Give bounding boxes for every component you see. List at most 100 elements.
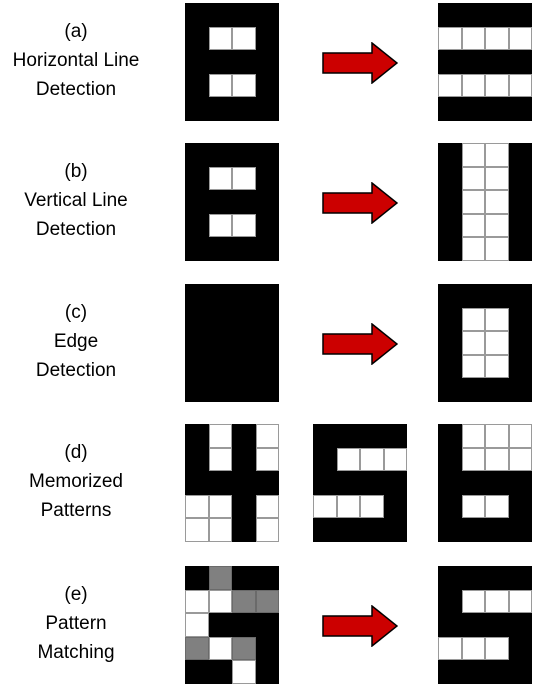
- pixel-cell: [508, 190, 532, 214]
- pixel-cell: [438, 447, 462, 471]
- right-arrow-icon: [322, 182, 398, 224]
- row-label-line: Horizontal Line: [12, 50, 140, 71]
- pixel-cell: [208, 660, 232, 684]
- pixel-cell: [461, 73, 485, 97]
- right-arrow-icon: [322, 605, 398, 647]
- pixel-cell: [255, 518, 279, 542]
- row-label-line: Detection: [35, 360, 117, 381]
- pixel-cell: [461, 589, 485, 613]
- pixel-cell: [208, 307, 232, 331]
- pixel-cell: [185, 213, 209, 237]
- pixel-grid: [185, 566, 279, 684]
- pixel-cell: [313, 424, 337, 448]
- pixel-cell: [185, 494, 209, 518]
- pixel-cell: [508, 424, 532, 448]
- row-label-line: (a): [64, 21, 88, 42]
- pixel-cell: [208, 26, 232, 50]
- arrow-shape: [322, 42, 398, 84]
- pixel-cell: [508, 447, 532, 471]
- pixel-cell: [383, 518, 407, 542]
- pixel-cell: [208, 471, 232, 495]
- pixel-cell: [255, 166, 279, 190]
- pixel-cell: [208, 143, 232, 167]
- pixel-grid: [438, 284, 532, 402]
- pixel-cell: [383, 424, 407, 448]
- pixel-cell: [485, 471, 509, 495]
- pixel-cell: [438, 237, 462, 261]
- pixel-cell: [438, 3, 462, 27]
- pixel-grid: [185, 424, 279, 542]
- pixel-cell: [508, 3, 532, 27]
- row-label-line: (d): [64, 442, 88, 463]
- pixel-cell: [255, 566, 279, 590]
- pixel-cell: [232, 213, 256, 237]
- pixel-cell: [485, 354, 509, 378]
- row-label: (c) Edge Detection: [0, 298, 152, 385]
- pixel-cell: [461, 3, 485, 27]
- pixel-cell: [185, 424, 209, 448]
- pixel-cell: [255, 213, 279, 237]
- pixel-grid: [438, 424, 532, 542]
- pixel-cell: [461, 566, 485, 590]
- pixel-cell: [185, 636, 209, 660]
- pixel-cell: [360, 494, 384, 518]
- pixel-cell: [185, 589, 209, 613]
- pixel-cell: [232, 190, 256, 214]
- pixel-cell: [485, 518, 509, 542]
- pixel-cell: [255, 190, 279, 214]
- row-label: (a) Horizontal Line Detection: [0, 17, 152, 104]
- pixel-cell: [438, 378, 462, 402]
- pixel-cell: [485, 166, 509, 190]
- pixel-cell: [336, 424, 360, 448]
- pixel-cell: [461, 447, 485, 471]
- pixel-cell: [438, 589, 462, 613]
- pixel-cell: [232, 471, 256, 495]
- pixel-cell: [255, 143, 279, 167]
- pixel-grid: [313, 424, 407, 542]
- pixel-cell: [438, 613, 462, 637]
- pixel-cell: [485, 213, 509, 237]
- pixel-cell: [232, 97, 256, 121]
- pixel-cell: [313, 447, 337, 471]
- pixel-cell: [232, 518, 256, 542]
- pixel-cell: [185, 307, 209, 331]
- pixel-cell: [508, 97, 532, 121]
- pixel-cell: [255, 307, 279, 331]
- pixel-cell: [255, 494, 279, 518]
- pixel-cell: [208, 566, 232, 590]
- row-label-line: Memorized: [29, 471, 123, 492]
- pixel-cell: [185, 73, 209, 97]
- pixel-cell: [508, 566, 532, 590]
- pixel-cell: [232, 50, 256, 74]
- pixel-cell: [232, 143, 256, 167]
- pixel-cell: [461, 518, 485, 542]
- pixel-cell: [438, 284, 462, 308]
- pixel-cell: [508, 331, 532, 355]
- pixel-grid: [185, 3, 279, 121]
- pixel-cell: [232, 73, 256, 97]
- pixel-cell: [485, 3, 509, 27]
- pixel-cell: [232, 331, 256, 355]
- pixel-cell: [485, 447, 509, 471]
- arrow-shape: [322, 605, 398, 647]
- pixel-cell: [461, 26, 485, 50]
- pixel-cell: [208, 73, 232, 97]
- pixel-cell: [508, 354, 532, 378]
- pixel-cell: [255, 73, 279, 97]
- row-label: (d) Memorized Patterns: [0, 438, 152, 525]
- row-label-line: Vertical Line: [24, 190, 128, 211]
- pixel-cell: [461, 660, 485, 684]
- pixel-cell: [485, 284, 509, 308]
- pixel-cell: [313, 518, 337, 542]
- pixel-cell: [232, 378, 256, 402]
- pixel-cell: [438, 73, 462, 97]
- pixel-cell: [438, 660, 462, 684]
- pixel-cell: [508, 237, 532, 261]
- right-arrow-icon: [322, 42, 398, 84]
- pixel-cell: [255, 589, 279, 613]
- row-label-line: Detection: [35, 79, 117, 100]
- pixel-cell: [255, 660, 279, 684]
- pixel-cell: [185, 97, 209, 121]
- pixel-cell: [185, 166, 209, 190]
- pixel-cell: [208, 636, 232, 660]
